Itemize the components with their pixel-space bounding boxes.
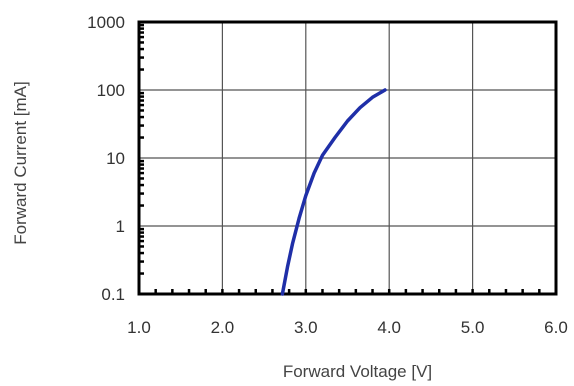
grid bbox=[139, 22, 556, 294]
x-tick-label: 2.0 bbox=[211, 318, 235, 337]
series-group bbox=[280, 88, 387, 296]
y-tick-labels: 0.1 1 10 100 1000 bbox=[87, 13, 125, 304]
plot-frame bbox=[137, 20, 558, 296]
y-tick-label: 0.1 bbox=[101, 285, 125, 304]
x-tick-label: 1.0 bbox=[127, 318, 151, 337]
y-tick-label: 100 bbox=[97, 81, 125, 100]
y-axis-title: Forward Current [mA] bbox=[11, 81, 30, 244]
x-tick-label: 6.0 bbox=[544, 318, 568, 337]
x-tick-labels: 1.0 2.0 3.0 4.0 5.0 6.0 bbox=[127, 318, 568, 337]
x-tick-label: 3.0 bbox=[294, 318, 318, 337]
y-tick-label: 1000 bbox=[87, 13, 125, 32]
y-tick-label: 1 bbox=[116, 217, 125, 236]
x-axis-title: Forward Voltage [V] bbox=[283, 362, 432, 381]
x-tick-label: 5.0 bbox=[461, 318, 485, 337]
series-line bbox=[280, 88, 387, 296]
y-tick-label: 10 bbox=[106, 149, 125, 168]
x-tick-label: 4.0 bbox=[377, 318, 401, 337]
minor-ticks bbox=[137, 23, 558, 294]
